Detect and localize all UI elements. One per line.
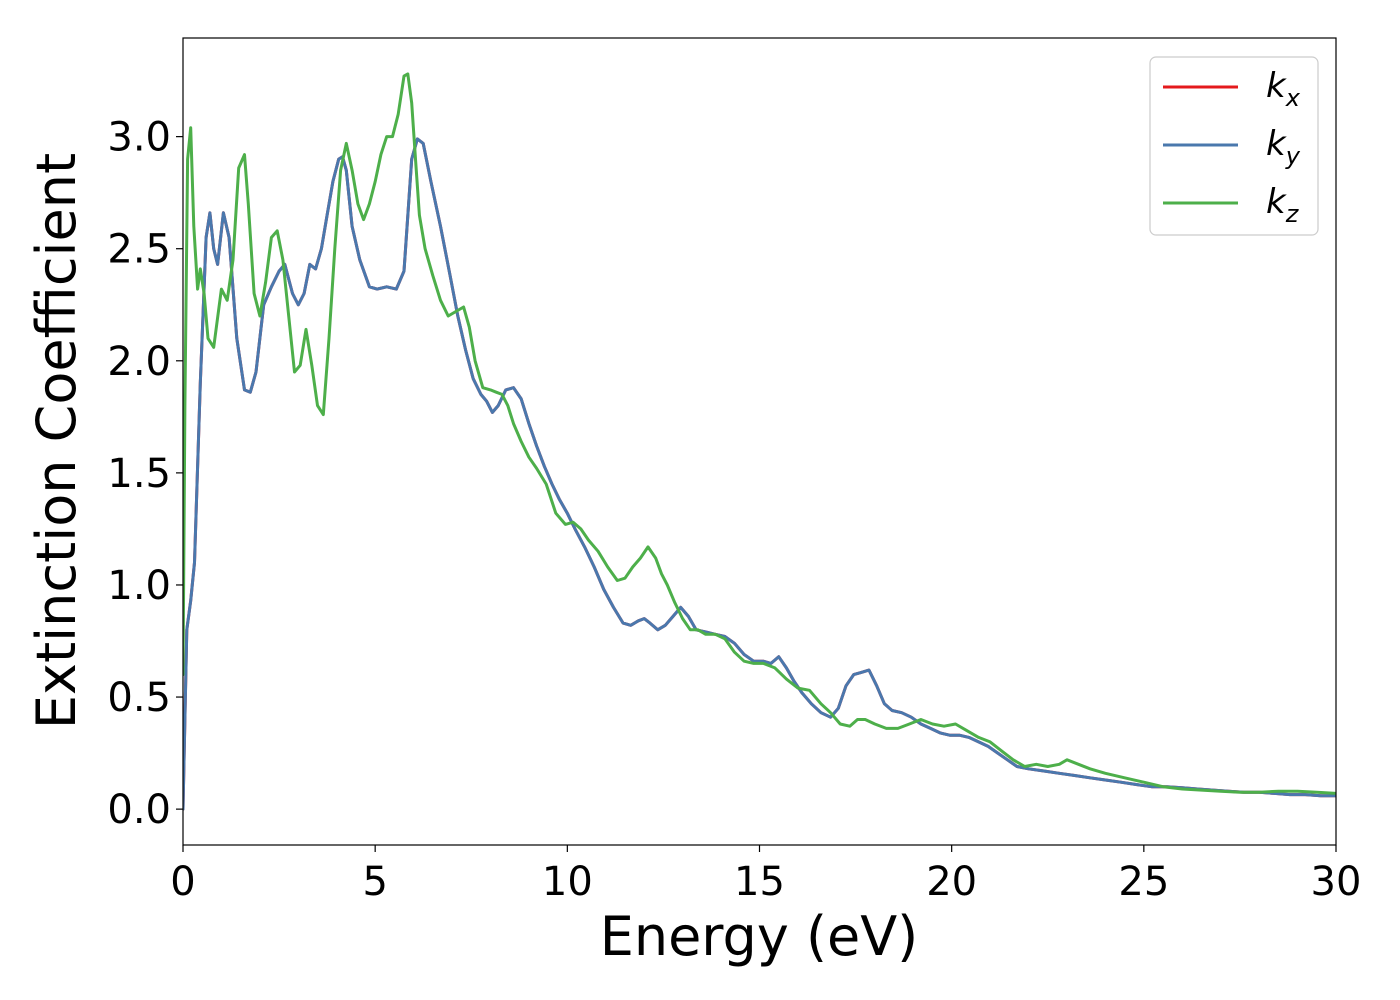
- y-tick-label: 0.0: [107, 787, 171, 833]
- x-tick-label: 20: [926, 859, 977, 905]
- series-lines: [183, 72, 1336, 811]
- x-tick-label: 5: [362, 859, 387, 905]
- x-tick-label: 30: [1311, 859, 1362, 905]
- legend-label-ky: ky: [1266, 124, 1301, 170]
- legend-label-kx: kx: [1266, 66, 1301, 112]
- y-tick-label: 0.5: [107, 675, 171, 721]
- x-tick-label: 25: [1118, 859, 1169, 905]
- series-line-ky: [183, 137, 1336, 811]
- y-tick-label: 2.5: [107, 227, 171, 273]
- ticks-layer: 0 5 10 15 20 25 30 0.0 0.5 1.0 1.5 2.0 2.5 3.0: [107, 115, 1361, 905]
- y-tick-label: 2.0: [107, 339, 171, 385]
- x-tick-label: 10: [542, 859, 593, 905]
- x-tick-label: 0: [170, 859, 195, 905]
- y-tick-label: 1.5: [107, 451, 171, 497]
- series-line-kz: [183, 72, 1336, 795]
- y-axis-title: Extinction Coefficient: [25, 153, 88, 729]
- y-tick-label: 3.0: [107, 115, 171, 161]
- legend: kx ky kz: [1149, 56, 1319, 236]
- legend-entries: kx ky kz: [1163, 66, 1301, 228]
- x-tick-label: 15: [734, 859, 785, 905]
- x-axis-title: Energy (eV): [600, 905, 919, 968]
- legend-label-kz: kz: [1266, 182, 1300, 228]
- y-tick-label: 1.0: [107, 563, 171, 609]
- series-layer: [183, 72, 1336, 811]
